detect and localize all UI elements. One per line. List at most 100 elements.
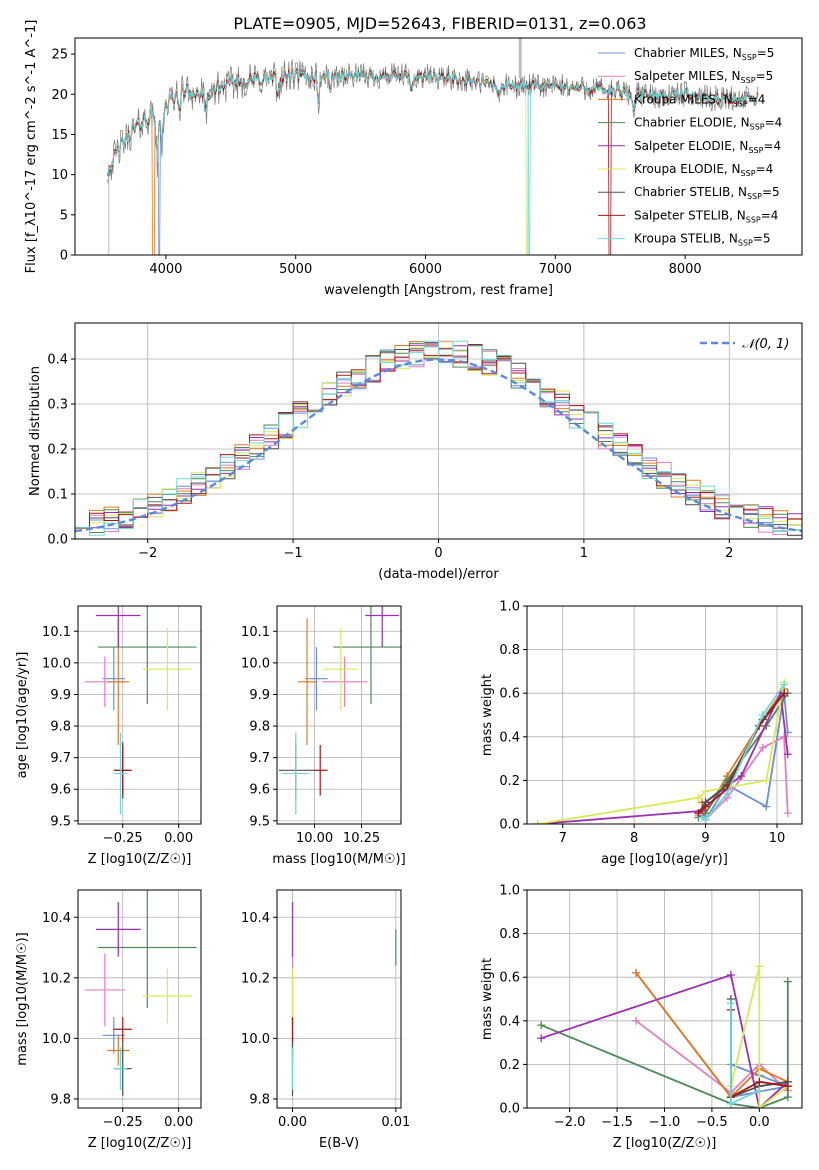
weight-marker-salpeter-stelib [694,809,703,818]
weight-line-salpeter-elodie [540,973,789,1108]
axes-frame [526,605,803,825]
x-axis-label: Z [log10(Z/Z☉)] [613,1136,717,1151]
weight-marker-salpeter-miles [783,809,792,818]
y-tick-label: 10.2 [42,971,71,986]
y-tick-label: 9.8 [249,720,270,735]
y-tick-label: 9.9 [249,688,270,703]
plot-area-mass_vs_ebv [291,902,397,1096]
errorbar-chabrier-miles [102,1017,125,1054]
weight-marker-kroupa-miles [632,968,641,977]
weight-marker-kroupa-stelib [726,1099,735,1108]
y-tick-label: 1.0 [499,884,520,899]
errorbar-salpeter-miles [84,953,125,1027]
axes-frame [77,605,202,825]
x-axis-label: mass [log10(M/M☉)] [272,852,405,867]
y-tick-label: 9.7 [249,751,270,766]
y-tick-label: 0.6 [499,971,520,986]
errorbar-salpeter-stelib [312,745,328,796]
histogram-kroupa-stelib [75,340,802,536]
x-tick-label: −0.25 [103,1115,143,1130]
y-tick-label: 9.6 [249,783,270,798]
weight-line-chabrier-elodie [540,981,789,1108]
x-tick-label: −2.0 [554,1115,586,1130]
x-axis-label: (data-model)/error [378,567,499,582]
weight-marker-kroupa-stelib [755,1086,764,1095]
errorbar-kroupa-stelib [113,732,128,815]
x-axis-label: Z [log10(Z/Z☉)] [88,852,192,867]
plot-area-mass_vs_Z [84,890,197,1096]
axes-weight_vs_Z: −2.0 −1.5 −1.0 −0.5 0.0 0.0 0.2 0.4 0.6 0.8 1.0 Z [… [480,884,803,1151]
x-tick-label: −0.5 [696,1115,728,1130]
y-tick-label: 9.6 [50,783,71,798]
errorbar-salpeter-stelib [113,1017,132,1042]
y-tick-label: 0.0 [47,533,68,548]
legend-label-salpeter-miles: Salpeter MILES, NSSP=5 [634,69,773,85]
x-tick-label: 0.00 [164,1115,193,1130]
weight-marker-salpeter-miles [632,1016,641,1025]
axes-age_vs_mass: 10.00 10.25 9.5 9.6 9.7 9.8 9.9 10.0 10.1 mass [l… [241,605,406,867]
x-tick-label: 5000 [279,262,312,277]
legend-label-chabrier-elodie: Chabrier ELODIE, NSSP=4 [634,116,782,132]
y-tick-label: 9.8 [249,1092,270,1107]
x-tick-label: 2 [725,546,733,561]
legend-label-salpeter-stelib: Salpeter STELIB, NSSP=4 [634,208,778,224]
y-tick-label: 10.0 [42,656,71,671]
weight-line-salpeter-miles [635,1020,789,1094]
legend-label-kroupa-elodie: Kroupa ELODIE, NSSP=4 [634,162,773,178]
weight-marker-kroupa-elodie [533,820,542,824]
legend-label-chabrier-miles: Chabrier MILES, NSSP=5 [634,46,774,62]
errorbar-kroupa-miles [107,1035,130,1066]
errorbar-chabrier-elodie [98,606,197,704]
errorbar-salpeter-elodie [365,606,400,648]
axes-frame [74,37,803,256]
x-tick-label: −1.0 [649,1115,681,1130]
errorbar-chabrier-elodie [98,890,197,1009]
y-tick-label: 20 [51,88,68,103]
weight-marker-salpeter-stelib [701,802,710,811]
errorbar-salpeter-elodie [95,606,141,648]
errorbar-chabrier-miles [305,647,328,711]
plot-area-residuals [75,340,802,537]
legend-label-salpeter-elodie: Salpeter ELODIE, NSSP=4 [634,139,781,155]
spectrum-model-line-salpeter-stelib [107,69,759,255]
x-tick-label: 8 [630,831,638,846]
weight-marker-salpeter-elodie [737,772,746,781]
weight-marker-salpeter-stelib [780,689,789,698]
y-tick-label: 9.8 [50,1092,71,1107]
weight-marker-salpeter-miles [758,743,767,752]
errorbar-salpeter-stelib [113,745,132,796]
axes-mass_vs_ebv: 0.00 0.01 9.8 10.0 10.2 10.4 E(B-V) [241,889,410,1151]
weight-marker-salpeter-miles [780,732,789,741]
y-axis-label: mass weight [480,958,495,1040]
y-axis-label: mass [log10(M/M☉)] [15,932,30,1065]
y-axis-label: age [log10(age/yr)] [15,652,30,779]
axes-frame [276,605,402,825]
normal-curve [75,358,802,533]
y-axis-label: mass weight [480,674,495,756]
spectrum-model-line-kroupa-stelib [107,68,759,255]
y-tick-label: 0.0 [499,1102,520,1117]
y-tick-label: 9.5 [249,814,270,829]
weight-marker-salpeter-stelib [783,1082,792,1091]
weight-marker-salpeter-elodie [537,1034,546,1043]
x-tick-label: 0.0 [749,1115,770,1130]
y-tick-label: 0.0 [499,818,520,833]
weight-marker-salpeter-elodie [783,750,792,759]
plot-area-spectrum [107,38,759,255]
weight-marker-kroupa-stelib [758,711,767,719]
plot-area-weight_vs_age [533,678,792,824]
overlay-age_vs_Z: −0.25 0.00 9.5 9.6 9.7 9.8 9.9 10.0 10.1 Z [log10… [15,605,202,867]
x-axis-label: Z [log10(Z/Z☉)] [88,1136,192,1151]
y-tick-label: 10.1 [241,625,270,640]
errorbar-kroupa-stelib [282,732,309,815]
y-tick-label: 9.7 [50,751,71,766]
y-tick-label: 15 [51,128,68,143]
axes-frame [276,889,402,1109]
weight-marker-salpeter-stelib [755,1077,764,1086]
x-tick-label: 6000 [409,262,442,277]
weight-marker-kroupa-stelib [701,815,710,824]
y-tick-label: 10.4 [241,911,270,926]
axes-mass_vs_Z: −0.25 0.00 9.8 10.0 10.2 10.4 Z [log10(Z/Z☉)] m… [15,889,202,1151]
x-tick-label: 9 [701,831,709,846]
weight-marker-chabrier-elodie [783,977,792,986]
